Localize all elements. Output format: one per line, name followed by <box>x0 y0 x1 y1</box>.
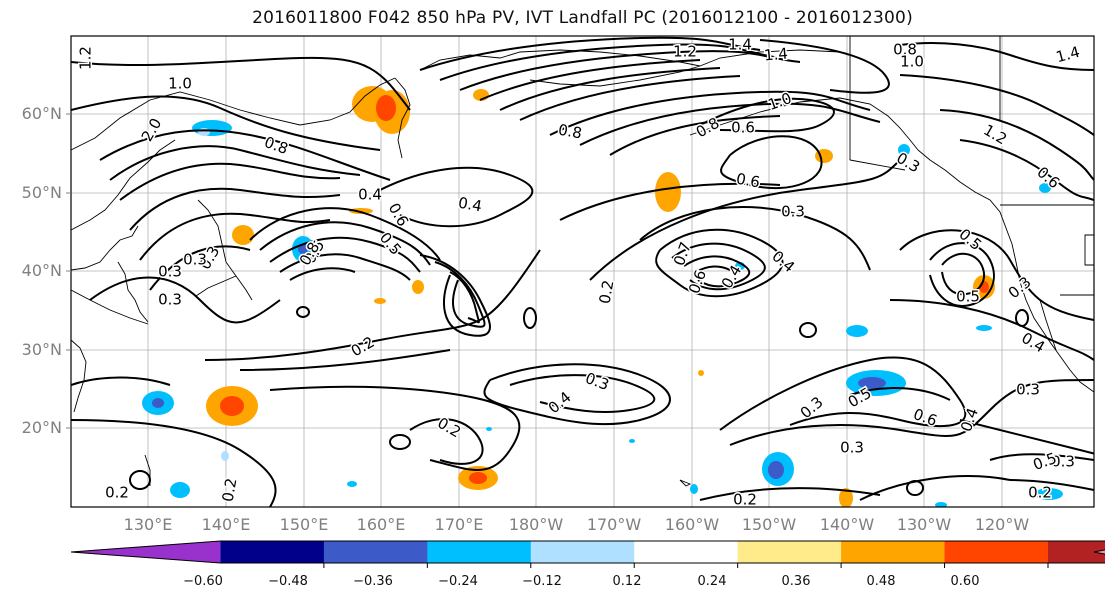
contour-label: 1.0 <box>900 53 924 71</box>
colorbar-tick-label: 0.48 <box>866 574 896 589</box>
contour-label: 1.2 <box>77 46 95 70</box>
lon-label-140e: 140°E <box>201 515 251 534</box>
lat-label-50n: 50°N <box>21 183 62 202</box>
lat-label-20n: 20°N <box>21 418 62 437</box>
lon-label-160e: 160°E <box>356 515 406 534</box>
ocean-background <box>71 36 1094 507</box>
colorbar-bin <box>737 541 842 563</box>
colorbar-tick-label: 0.36 <box>781 574 811 589</box>
pv-contours <box>71 36 1094 507</box>
lat-label-30n: 30°N <box>21 340 62 359</box>
colorbar-tick-label: −0.60 <box>183 574 223 589</box>
contour-label: 1.4 <box>728 36 752 54</box>
lon-label-130w: 130°W <box>896 515 952 534</box>
colorbar-bin <box>841 541 946 563</box>
colorbar-tick-label: −0.12 <box>522 574 562 589</box>
contour-label: 0.4 <box>358 186 382 204</box>
contour-label: 0.8 <box>893 41 917 59</box>
lon-label-150e: 150°E <box>279 515 329 534</box>
lon-label-170w: 170°W <box>586 515 642 534</box>
colorbar-tick-label: 0.12 <box>612 574 642 589</box>
contour-label: 0.3 <box>840 439 864 457</box>
colorbar-bin <box>427 541 532 563</box>
contour-label: 0.6 <box>731 119 755 137</box>
lon-label-140w: 140°W <box>819 515 875 534</box>
lon-label-120w: 120°W <box>974 515 1030 534</box>
contour-label: 0.5 <box>956 288 980 306</box>
lon-label-150w: 150°W <box>741 515 797 534</box>
map-title: 2016011800 F042 850 hPa PV, IVT Landfall… <box>252 8 913 28</box>
colorbar-tick-label: 0.24 <box>697 574 727 589</box>
contour-label: 0.2 <box>733 491 757 509</box>
colorbar-tick-label: −0.24 <box>438 574 478 589</box>
colorbar-bin <box>323 541 428 563</box>
contour-label: 0.3 <box>158 263 182 281</box>
colorbar-extend-high <box>1094 549 1105 555</box>
lon-label-130e: 130°E <box>123 515 173 534</box>
lat-label-40n: 40°N <box>21 261 62 280</box>
map-plot-area: 1.21.02.00.80.40.30.60.50.40.31.2 1.4 1.4 0… <box>71 36 1094 509</box>
colorbar-bin <box>634 541 739 563</box>
colorbar-bin <box>944 541 1049 563</box>
colorbar-tick-label: −0.48 <box>268 574 308 589</box>
contour-label: 0.3 <box>1051 453 1075 471</box>
contour-label: 0.6 <box>735 170 762 192</box>
colorbar-bin <box>220 541 325 563</box>
lon-label-180w: 180°W <box>508 515 564 534</box>
colorbar <box>70 540 1105 568</box>
contour-label: 0.2 <box>105 484 129 502</box>
contour-label: 0.3 <box>158 291 182 309</box>
lat-label-60n: 60°N <box>21 104 62 123</box>
contour-label: 1.0 <box>168 75 192 93</box>
pv-small-contours <box>129 306 1029 496</box>
lat-ticks <box>66 113 71 429</box>
colorbar-tick-label: −0.36 <box>353 574 393 589</box>
contour-label: 0.8 <box>557 121 584 143</box>
contour-label: 1.4 <box>763 44 788 64</box>
colorbar-bin <box>530 541 635 563</box>
ivt-shading <box>142 86 1063 507</box>
lon-label-170e: 170°E <box>434 515 484 534</box>
lon-label-160w: 160°W <box>664 515 720 534</box>
colorbar-bin <box>1048 541 1105 563</box>
contour-label: 0.3 <box>1016 381 1040 399</box>
contour-label: 0.3 <box>183 251 207 269</box>
colorbar-tick-label: 0.60 <box>950 574 980 589</box>
colorbar-outline <box>70 540 1105 564</box>
contour-label: 0.2 <box>1028 484 1052 502</box>
colorbar-extend-low <box>71 541 221 563</box>
contour-label: 0.3 <box>781 203 805 221</box>
contour-label: 1.2 <box>673 43 697 61</box>
